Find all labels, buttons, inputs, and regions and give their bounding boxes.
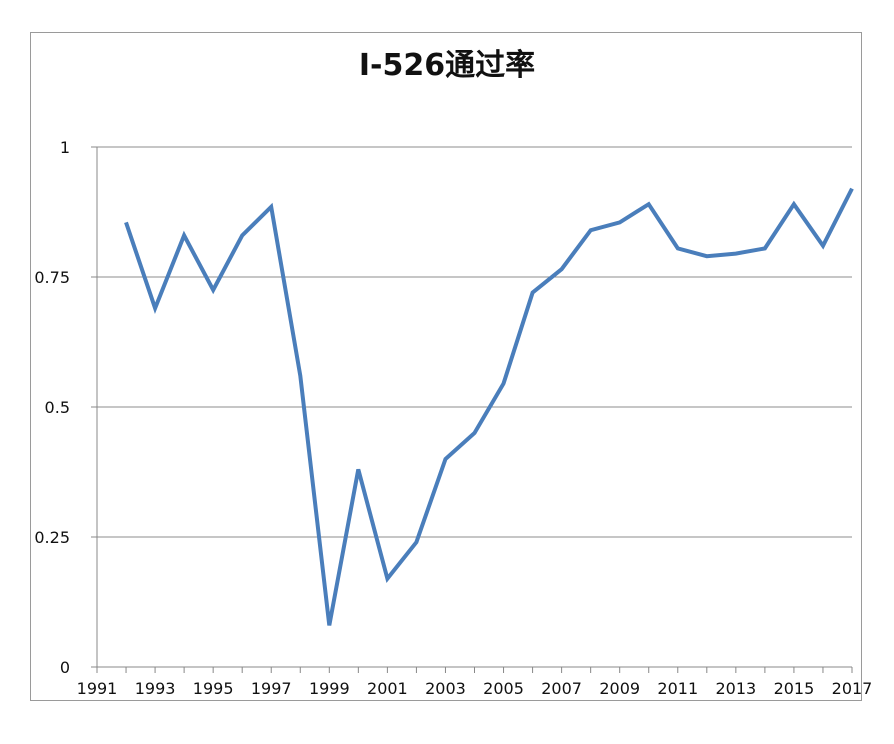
x-tick-label: 2009 [599, 679, 640, 698]
grid-lines [97, 146, 852, 538]
x-tick-label: 2007 [541, 679, 582, 698]
x-tick-label: 2011 [657, 679, 698, 698]
axes [91, 146, 853, 673]
x-tick-labels: 1991 1993 1995 1997 1999 2001 2003 2005 2007 2009… [77, 679, 873, 698]
x-tick-label: 2003 [425, 679, 466, 698]
y-tick-label: 1 [60, 138, 70, 157]
x-tick-label: 2015 [774, 679, 815, 698]
x-tick-label: 1991 [77, 679, 118, 698]
x-tick-label: 2017 [832, 679, 873, 698]
x-tick-label: 1993 [135, 679, 176, 698]
y-tick-label: 0.5 [45, 398, 70, 417]
x-tick-label: 1995 [193, 679, 234, 698]
y-tick-label: 0.75 [34, 268, 70, 287]
chart-title: I-526通过率 [358, 48, 536, 83]
y-tick-label: 0.25 [34, 528, 70, 547]
series-line [124, 187, 854, 626]
x-tick-label: 2001 [367, 679, 408, 698]
series-group [124, 187, 854, 626]
x-tick-label: 1999 [309, 679, 350, 698]
y-tick-label: 0 [60, 658, 70, 677]
x-tick-label: 1997 [251, 679, 292, 698]
x-tick-label: 2005 [483, 679, 524, 698]
x-tick-label: 2013 [715, 679, 756, 698]
y-tick-labels: 0 0.25 0.5 0.75 1 [34, 138, 70, 677]
chart-frame [30, 32, 862, 701]
